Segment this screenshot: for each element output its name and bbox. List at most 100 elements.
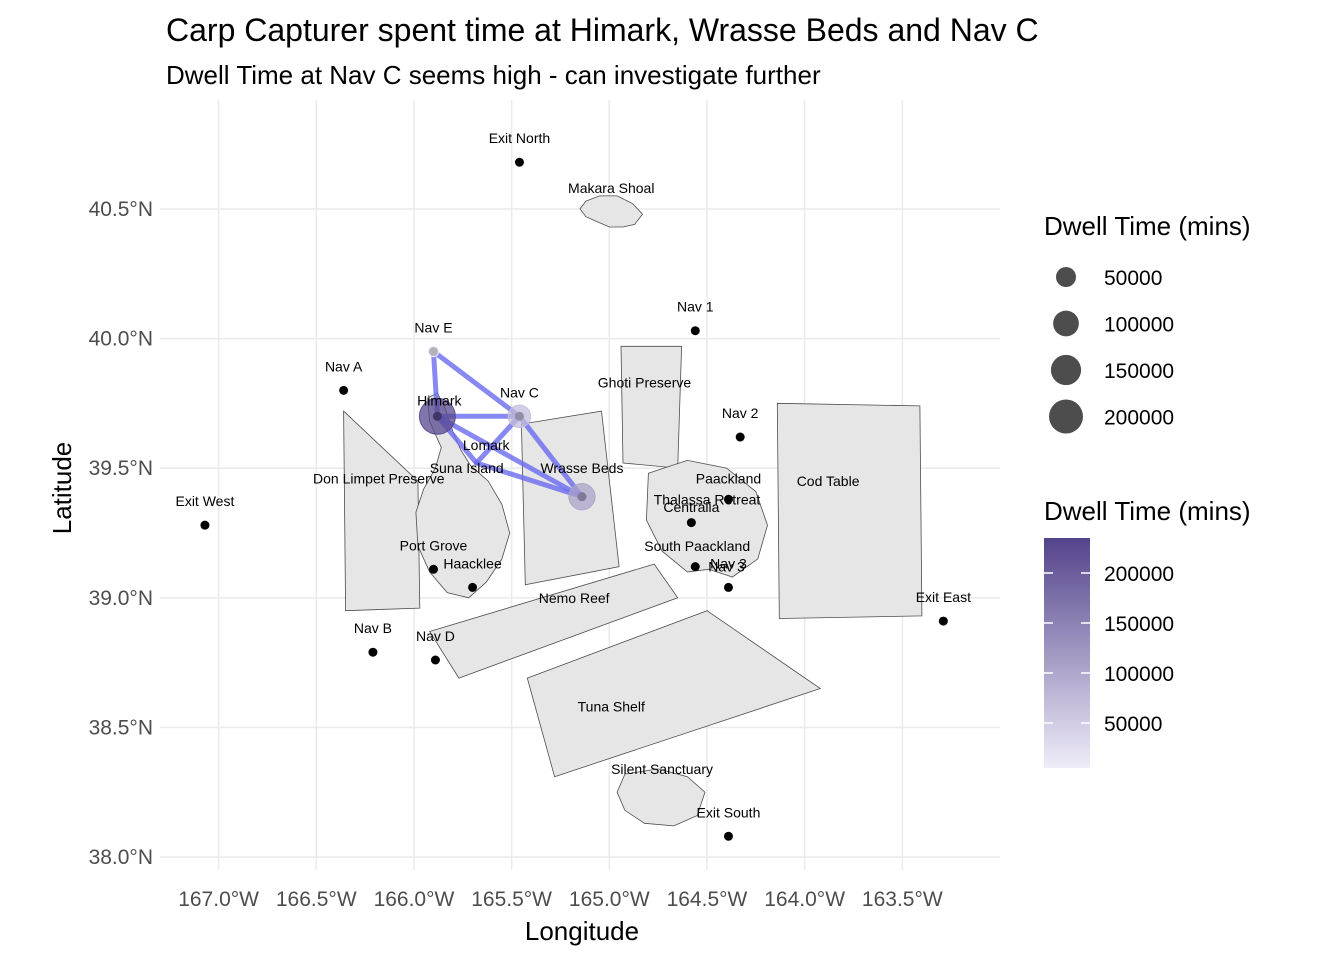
y-axis-title: Latitude [47,442,77,535]
chart-subtitle: Dwell Time at Nav C seems high - can inv… [166,60,821,90]
region-cod-table [776,402,923,619]
location-label-exit-north: Exit North [489,130,550,146]
point-exit-west [200,520,210,530]
location-label-exit-east: Exit East [916,589,971,605]
y-tick-label: 40.5°N [89,198,153,221]
point-paackland [723,494,733,504]
region-label-nemo-reef: Nemo Reef [539,590,610,606]
region-label-cod-table: Cod Table [797,473,860,489]
location-label-port-grove: Port Grove [400,537,468,553]
path-segment [430,348,522,419]
x-tick-label: 166.5°W [276,888,357,911]
region-label-paackland: Paackland [696,471,761,487]
point-port-grove [428,564,438,574]
region-label-himark: Himark [417,393,462,409]
point-nav-a [339,385,349,395]
color-legend-label: 200000 [1104,563,1174,586]
x-tick-label: 164.0°W [764,888,845,911]
region-label-south-paackland: South Paackland [644,538,750,554]
point-centralia [686,518,696,528]
dwell-bubbles [418,345,596,511]
x-axis-ticks: 167.0°W 166.5°W 166.0°W 165.5°W 165.0°W 164.5… [178,888,943,911]
x-tick-label: 163.5°W [862,888,943,911]
location-label-nav-a: Nav A [325,358,363,374]
location-label-haacklee: Haacklee [443,555,502,571]
point-nav-b [368,647,378,657]
region-paackland [645,459,768,578]
y-axis-ticks: 38.0°N 38.5°N 39.0°N 39.5°N 40.0°N 40.5°N [89,198,153,869]
region-label-lomark: Lomark [463,437,511,453]
point-exit-north [514,157,524,167]
path-segment [473,460,585,500]
chart-title: Carp Capturer spent time at Himark, Wras… [166,12,1039,48]
location-label-nav-2: Nav 2 [722,405,759,421]
size-legend-title: Dwell Time (mins) [1044,211,1251,241]
y-tick-label: 39.5°N [89,457,153,480]
region-label-wrasse-beds: Wrasse Beds [540,460,623,476]
region-label-don-limpet-preserve: Don Limpet Preserve [313,471,445,487]
size-legend-label: 50000 [1104,267,1162,290]
location-label-nav-d: Nav D [416,628,455,644]
location-label-nav-c: Nav C [500,384,539,400]
y-tick-label: 38.5°N [89,716,153,739]
color-legend-label: 50000 [1104,713,1162,736]
point-nav-3 [723,582,733,592]
color-legend: Dwell Time (mins) 50000 100000 150000 20000… [1044,496,1251,768]
region-nemo-reef [428,563,679,679]
path-segment [434,413,585,500]
size-legend-key [1049,399,1083,434]
size-legend: Dwell Time (mins) 50000 100000 150000 20000… [1044,211,1251,434]
x-axis-title: Longitude [525,916,639,946]
region-silent-sanctuary [616,768,706,827]
location-label-exit-south: Exit South [697,804,761,820]
region-tuna-shelf [526,610,822,778]
point-exit-east [938,616,948,626]
region-ghoti-preserve [620,345,683,469]
region-don-limpet-preserve [343,410,421,612]
point-nav-2 [735,432,745,442]
point-haacklee [468,582,478,592]
region-makara-shoal [579,195,644,228]
path-segment [516,413,585,500]
region-label-tuna-shelf: Tuna Shelf [578,699,645,715]
y-tick-label: 39.0°N [89,587,153,610]
region-label-makara-shoal: Makara Shoal [568,180,654,196]
movement-path [430,348,585,500]
size-legend-key [1050,354,1082,386]
region-suna-island [415,392,511,599]
location-label-nav-b: Nav B [354,620,392,636]
region-label-centralia: Centralia [663,499,719,515]
location-label-nav-e: Nav E [414,319,452,335]
x-tick-label: 164.5°W [667,888,748,911]
x-tick-label: 167.0°W [178,888,259,911]
x-tick-label: 165.5°W [471,888,552,911]
region-label-thalassa-retreat: Thalassa Retreat [654,491,761,507]
dwell-bubble-nav-e [427,345,440,358]
point-exit-south [723,831,733,841]
point-nav-d [430,655,440,665]
color-legend-label: 100000 [1104,663,1174,686]
color-legend-title: Dwell Time (mins) [1044,496,1251,526]
map-regions [343,195,923,827]
point-south-paackland [690,562,700,572]
region-label-ghoti-preserve: Ghoti Preserve [598,375,692,391]
dwell-bubble-himark [418,397,456,435]
size-legend-label: 100000 [1104,314,1174,337]
location-label-exit-west: Exit West [175,493,234,509]
dwell-bubble-nav-c [507,404,532,429]
dwell-bubble-wrasse-beds [568,483,596,511]
region-label-suna-island: Suna Island [430,460,504,476]
size-legend-label: 150000 [1104,360,1174,383]
colorbar [1044,538,1090,768]
color-legend-label: 150000 [1104,613,1174,636]
size-legend-key [1053,310,1079,337]
x-tick-label: 165.0°W [569,888,650,911]
location-label-nav-1: Nav 1 [677,299,714,315]
size-legend-label: 200000 [1104,407,1174,430]
y-tick-label: 40.0°N [89,328,153,351]
size-legend-key [1056,267,1076,287]
region-label-silent-sanctuary: Silent Sanctuary [611,761,713,777]
location-label-nav-3: Nav 3 [708,559,745,575]
